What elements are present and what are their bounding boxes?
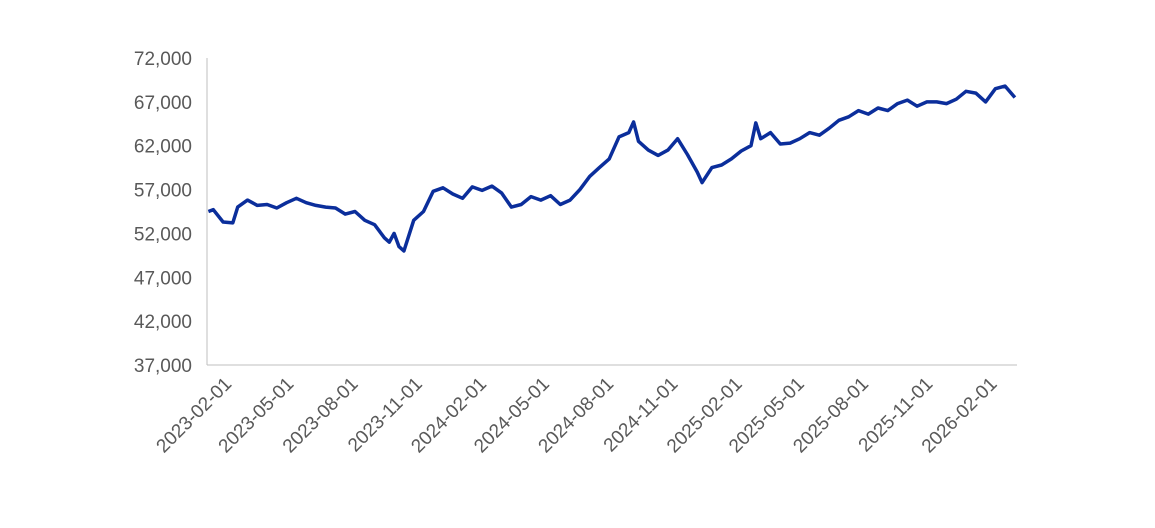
y-tick-label: 52,000 [134, 224, 192, 245]
y-tick-label: 57,000 [134, 181, 192, 202]
y-tick-label: 37,000 [134, 356, 192, 377]
line-series [207, 84, 1017, 253]
y-tick-label: 67,000 [134, 93, 192, 114]
y-tick-label: 47,000 [134, 268, 192, 289]
y-tick-label: 42,000 [134, 312, 192, 333]
y-tick-label: 62,000 [134, 137, 192, 158]
y-tick-label: 72,000 [134, 49, 192, 70]
